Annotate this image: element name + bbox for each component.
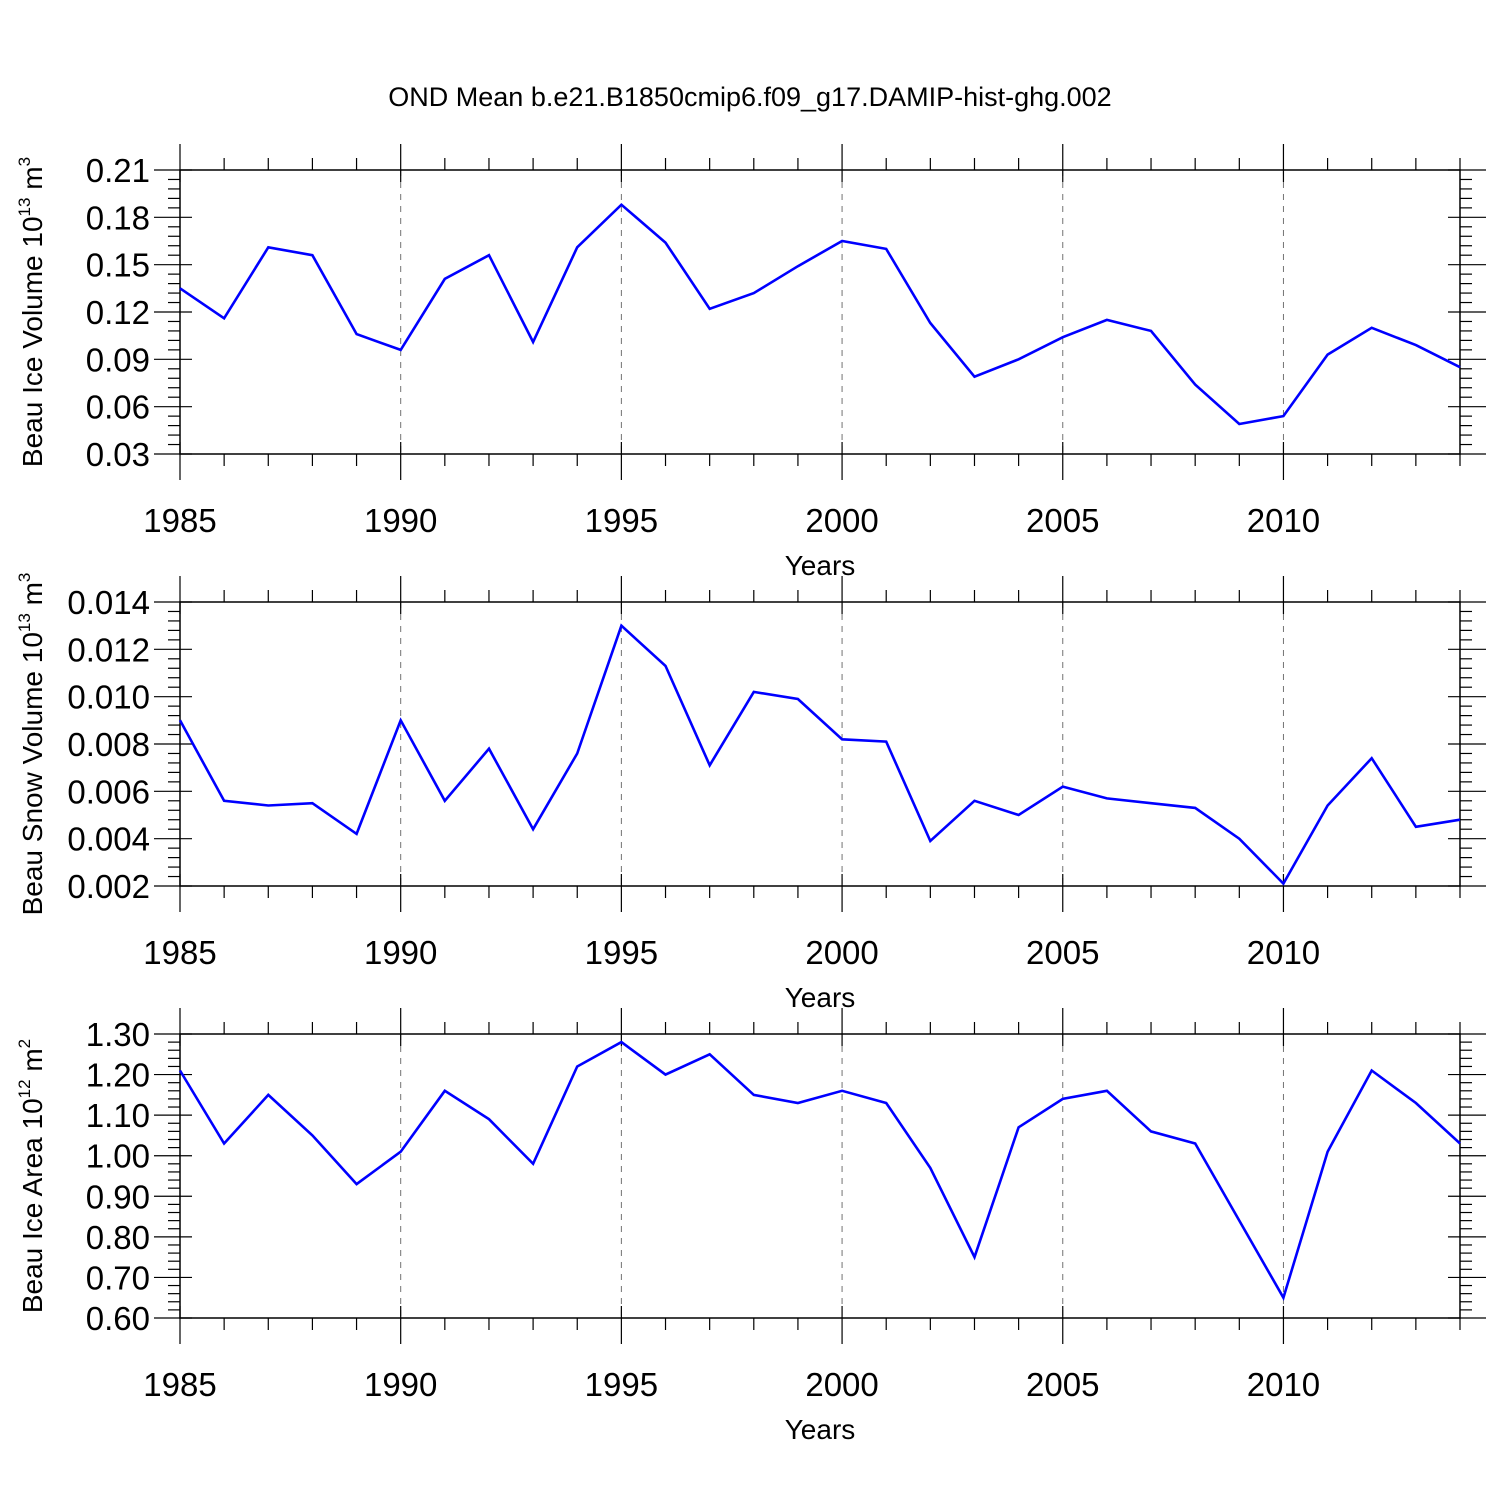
y-tick-label: 0.002 (67, 868, 150, 905)
y-tick-label: 0.006 (67, 773, 150, 810)
y-tick-label: 0.18 (86, 199, 150, 236)
y-tick-label: 0.012 (67, 631, 150, 668)
x-tick-label: 1995 (585, 502, 658, 539)
y-tick-label: 0.008 (67, 726, 150, 763)
x-axis-title: Years (785, 982, 856, 1013)
x-tick-label: 1995 (585, 934, 658, 971)
y-tick-label: 0.21 (86, 152, 150, 189)
y-tick-label: 0.12 (86, 294, 150, 331)
x-tick-label: 1990 (364, 1366, 437, 1403)
x-tick-label: 2000 (805, 1366, 878, 1403)
panel-3: 1985 1990 1995 2000 2005 2010 Years 0.60 0.700.8… (15, 1008, 1486, 1445)
y-tick-label: 0.70 (86, 1259, 150, 1296)
y-tick-label: 0.09 (86, 341, 150, 378)
x-axis-title: Years (785, 1414, 856, 1445)
plot-frame (179, 601, 1461, 887)
y-tick-label: 0.90 (86, 1178, 150, 1215)
plot-frame (179, 169, 1461, 455)
series-line (178, 1040, 1461, 1301)
y-tick-label: 1.20 (86, 1057, 150, 1094)
x-axis-title: Years (785, 550, 856, 581)
chart-title: OND Mean b.e21.B1850cmip6.f09_g17.DAMIP-… (388, 82, 1111, 112)
x-tick-label: 1985 (143, 502, 216, 539)
y-tick-label: 0.15 (86, 247, 150, 284)
y-tick-label: 1.10 (86, 1097, 150, 1134)
y-axis-title: Beau Snow Volume 1013 m3 (15, 573, 48, 916)
x-tick-label: 2005 (1026, 1366, 1099, 1403)
y-axis-title: Beau Ice Area 1012 m2 (15, 1039, 48, 1313)
x-tick-label: 2000 (805, 934, 878, 971)
x-tick-label: 2005 (1026, 934, 1099, 971)
x-tick-label: 1985 (143, 1366, 216, 1403)
x-tick-label: 1995 (585, 1366, 658, 1403)
y-tick-label: 1.00 (86, 1138, 150, 1175)
y-axis-title: Beau Ice Volume 1013 m3 (15, 157, 48, 467)
y-tick-label: 0.60 (86, 1300, 150, 1337)
panel-1: 1985 1990 1995 2000 2005 2010 Years 0.03 0.06 0.0… (15, 144, 1486, 581)
x-tick-label: 1990 (364, 502, 437, 539)
panel-2: 1985 1990 1995 2000 2005 2010 Years 0.002 0.004 0… (15, 573, 1486, 1013)
y-tick-label: 0.03 (86, 436, 150, 473)
y-tick-label: 1.30 (86, 1016, 150, 1053)
y-tick-label: 0.014 (67, 584, 150, 621)
x-tick-label: 2010 (1247, 934, 1320, 971)
x-tick-label: 2000 (805, 502, 878, 539)
x-tick-label: 2010 (1247, 1366, 1320, 1403)
series-line (179, 202, 1461, 426)
x-tick-label: 1985 (143, 934, 216, 971)
y-tick-label: 0.004 (67, 821, 150, 858)
x-tick-label: 1990 (364, 934, 437, 971)
y-tick-label: 0.80 (86, 1219, 150, 1256)
series-line (178, 623, 1461, 886)
x-tick-label: 2010 (1247, 502, 1320, 539)
y-tick-label: 0.06 (86, 389, 150, 426)
plot-frame (179, 1033, 1461, 1319)
y-tick-label: 0.010 (67, 679, 150, 716)
x-tick-label: 2005 (1026, 502, 1099, 539)
